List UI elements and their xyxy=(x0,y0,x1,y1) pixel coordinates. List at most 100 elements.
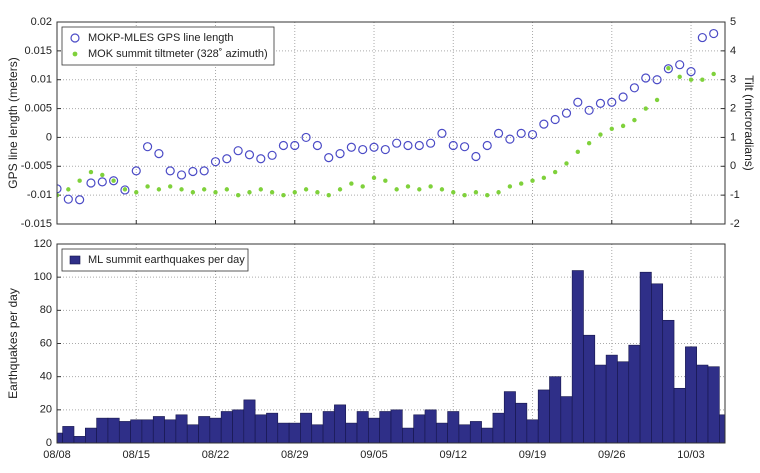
point xyxy=(190,190,196,195)
bar xyxy=(368,417,380,443)
bar xyxy=(549,376,562,443)
point xyxy=(505,134,515,144)
point xyxy=(66,187,71,192)
point xyxy=(267,150,277,160)
y-tick-label: 40 xyxy=(40,371,52,383)
point xyxy=(258,187,263,192)
point xyxy=(448,140,458,151)
point xyxy=(383,178,388,183)
y-tick-label: 20 xyxy=(40,404,52,416)
point xyxy=(417,187,422,192)
legend-box xyxy=(61,26,275,66)
point xyxy=(210,157,221,167)
plot-area xyxy=(57,270,725,443)
point xyxy=(109,176,119,186)
point xyxy=(244,150,255,160)
bar xyxy=(232,409,245,443)
point xyxy=(235,192,241,198)
bar xyxy=(719,414,725,443)
point xyxy=(541,175,547,181)
x-tick-label: 08/15 xyxy=(122,449,150,461)
y-tick-label: 120 xyxy=(34,238,52,250)
point xyxy=(57,192,60,198)
y-tick-label: -0.01 xyxy=(27,189,52,201)
point xyxy=(575,149,581,155)
point xyxy=(654,97,660,103)
point xyxy=(315,190,320,195)
point xyxy=(278,140,289,151)
x-tick-label: 09/19 xyxy=(519,449,547,461)
point xyxy=(643,106,648,111)
bar xyxy=(662,319,675,443)
point xyxy=(609,126,614,131)
bar xyxy=(515,402,528,443)
point xyxy=(179,187,184,192)
point xyxy=(168,184,173,189)
point xyxy=(607,97,617,107)
legend-label: ML summit earthquakes per day xyxy=(88,254,245,266)
bar xyxy=(537,389,550,443)
y-tick-label: 60 xyxy=(40,337,52,349)
point xyxy=(688,77,694,82)
point xyxy=(561,108,572,118)
bar xyxy=(639,271,652,443)
point xyxy=(677,74,682,80)
point xyxy=(335,148,345,159)
bar xyxy=(130,419,143,443)
bar xyxy=(402,427,414,443)
point xyxy=(584,105,594,115)
point xyxy=(165,166,175,176)
point xyxy=(473,190,479,195)
point xyxy=(675,60,685,70)
point xyxy=(414,140,424,151)
bar xyxy=(685,346,697,443)
y-tick-label: 0 xyxy=(46,131,52,143)
point xyxy=(281,192,286,198)
bar xyxy=(424,409,437,443)
bar xyxy=(435,422,448,443)
bar xyxy=(390,409,403,443)
x-tick-label: 09/05 xyxy=(360,449,388,461)
bar xyxy=(594,364,607,443)
y-tick-label: 0.005 xyxy=(24,102,52,114)
point xyxy=(527,129,538,140)
bar xyxy=(186,424,199,443)
point xyxy=(213,190,218,195)
bar xyxy=(175,414,188,443)
y-tick-label: 0.02 xyxy=(31,16,52,28)
y-tick-label: -0.005 xyxy=(21,160,52,172)
point xyxy=(459,142,470,152)
legend-label: MOKP-MLES GPS line length xyxy=(88,32,234,44)
y2-tick-label: 1 xyxy=(730,131,736,143)
y-tick-label: 0.01 xyxy=(31,74,52,86)
point xyxy=(369,142,379,152)
point xyxy=(100,172,105,178)
point xyxy=(485,192,490,198)
point xyxy=(618,92,628,102)
y2-tick-label: 0 xyxy=(730,160,736,172)
point xyxy=(663,64,673,74)
point xyxy=(360,184,365,189)
point xyxy=(564,161,569,166)
point xyxy=(493,128,504,138)
point xyxy=(482,140,492,151)
y2-tick-label: 3 xyxy=(730,74,736,86)
point xyxy=(405,184,411,189)
legend-marker xyxy=(70,33,80,43)
point xyxy=(256,154,266,164)
point xyxy=(292,190,297,195)
x-tick-label: 10/03 xyxy=(677,449,705,461)
point xyxy=(462,192,467,198)
point xyxy=(437,128,447,138)
y-tick-label: 80 xyxy=(40,304,52,316)
bar xyxy=(300,412,313,443)
point xyxy=(120,185,130,195)
point xyxy=(516,128,526,138)
bar xyxy=(209,417,222,443)
legend-marker xyxy=(72,51,78,57)
point xyxy=(697,32,707,43)
plot-area xyxy=(57,28,719,205)
point xyxy=(303,187,309,192)
plot-frame xyxy=(56,243,726,444)
point xyxy=(595,98,606,108)
